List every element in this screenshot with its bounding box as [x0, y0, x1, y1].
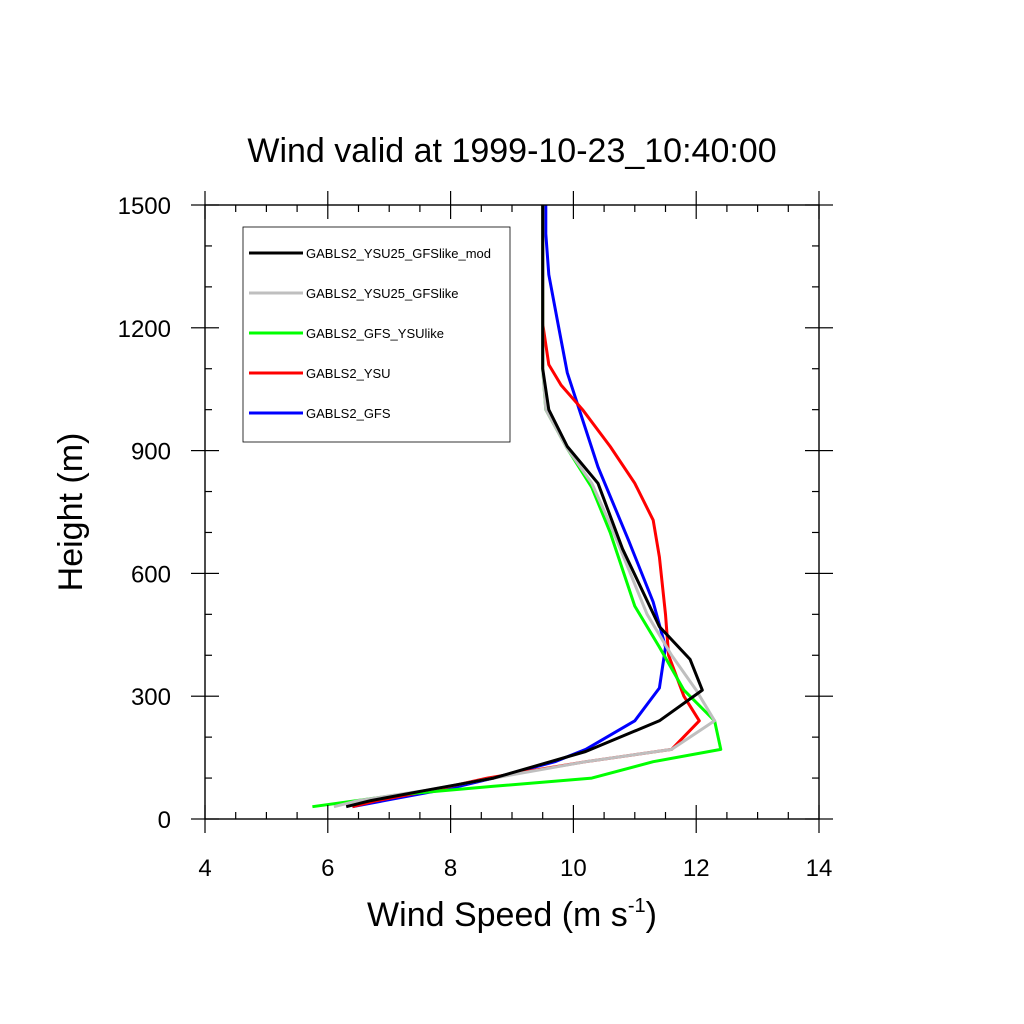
x-axis-label-main: Wind Speed (m s [367, 896, 628, 934]
x-tick-label: 12 [683, 855, 710, 882]
y-tick-label: 900 [131, 439, 171, 466]
y-tick-label: 600 [131, 561, 171, 588]
x-axis-label-end: ) [646, 896, 657, 934]
y-tick-label: 300 [131, 684, 171, 711]
legend-label: GABLS2_GFS_YSUlike [306, 326, 444, 341]
x-axis-label: Wind Speed (m s-1) [367, 895, 657, 934]
legend: GABLS2_YSU25_GFSlike_mod GABLS2_YSU25_GFS… [242, 226, 511, 443]
chart-title: Wind valid at 1999-10-23_10:40:00 [247, 132, 776, 170]
legend-label: GABLS2_GFS [306, 406, 391, 421]
series-line-gabls2-ysu25-gfslike-mod [345, 205, 704, 809]
x-axis-label-sup: -1 [628, 895, 646, 917]
y-axis-label: Height (m) [52, 433, 90, 592]
tick-labels: 4 6 8 10 12 14 0 300 600 900 1200 1500 [118, 193, 833, 882]
x-tick-label: 10 [560, 855, 587, 882]
x-tick-label: 6 [321, 855, 334, 882]
y-tick-label: 0 [158, 807, 171, 834]
legend-label: GABLS2_YSU [306, 366, 391, 381]
x-tick-label: 14 [806, 855, 833, 882]
x-tick-label: 4 [198, 855, 211, 882]
legend-label: GABLS2_YSU25_GFSlike_mod [306, 246, 491, 261]
plot-lines [312, 205, 723, 809]
x-tick-label: 8 [444, 855, 457, 882]
y-tick-label: 1500 [118, 193, 171, 220]
legend-label: GABLS2_YSU25_GFSlike [306, 286, 458, 301]
axis-ticks [191, 191, 833, 833]
y-tick-label: 1200 [118, 316, 171, 343]
